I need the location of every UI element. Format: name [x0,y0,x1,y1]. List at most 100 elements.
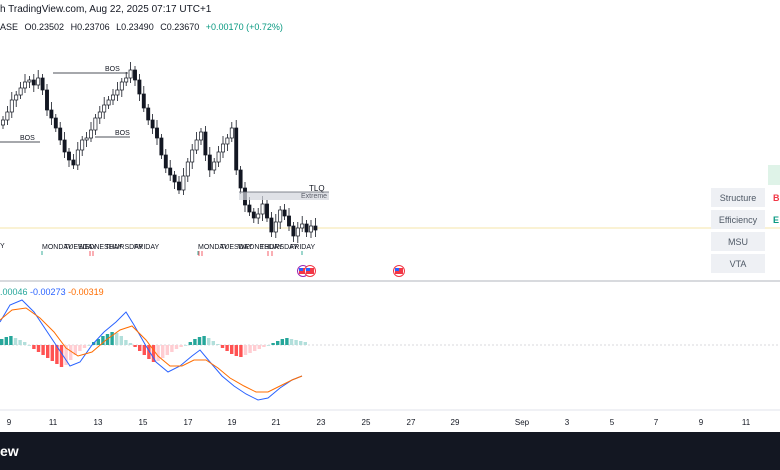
time-tick: 3 [564,418,570,427]
macd-histogram-bar [211,341,215,345]
candle-body [287,215,291,227]
time-tick: 23 [316,418,326,427]
macd-histogram-bar [220,345,225,348]
macd-histogram-bar [193,339,197,345]
bos-label: BOS [115,130,130,137]
price-scale-tag [768,165,780,185]
macd-histogram-bar [4,337,8,345]
candle-body [14,94,19,101]
macd-histogram-bar [87,345,91,346]
macd-value: -0.00273 [30,287,66,297]
panel-structure[interactable]: Structure [711,188,765,207]
candle-body [269,217,274,233]
macd-histogram-bar [165,345,169,355]
time-tick: 11 [741,418,751,427]
time-tick: 13 [93,418,103,427]
macd-histogram-bar [253,345,257,351]
candle-body [181,175,186,191]
us-flag-event-icon[interactable] [393,265,405,277]
macd-histogram-bar [243,345,248,355]
candle-body [216,151,221,163]
candle-body [207,154,212,171]
candle-body [45,89,49,111]
us-flag-event-icon[interactable] [304,265,316,277]
candle-body [203,131,208,156]
candle-body [194,139,199,151]
day-label: MONDAY [198,244,229,251]
candle-body [172,174,177,183]
candle-body [168,167,173,176]
symbol-suffix: ASE [0,22,19,32]
candle-body [247,204,252,213]
macd-histogram-bar [46,345,50,358]
candle-body [71,159,76,166]
macd-legend: .00046 -0.00273 -0.00319 [0,287,104,297]
time-tick: 19 [227,418,237,427]
macd-histogram-bar [41,345,45,355]
candle-body [62,139,67,153]
macd-histogram-bar [64,345,68,365]
candle-body [159,137,164,156]
candle-body [190,149,195,163]
macd-histogram-bar [110,332,114,345]
candle-body [238,169,243,189]
macd-histogram-bar [151,345,156,362]
macd-histogram-bar [299,341,303,345]
macd-histogram-bar [197,337,202,345]
open-value: O0.23502 [24,22,65,32]
macd-histogram-bar [9,336,13,345]
macd-histogram-bar [138,345,142,351]
candle-body [97,111,102,119]
candle-body [229,127,234,139]
candle-body [304,223,309,233]
tlq-label: TLQ [309,184,325,193]
efficiency-value: E [773,215,780,225]
day-label: TUESDAY [64,244,97,251]
time-tick: 29 [450,418,460,427]
macd-histogram-bar [128,343,133,345]
day-label: TUESDAY [220,244,253,251]
candle-body [199,131,203,141]
macd-histogram-bar [82,345,87,348]
candle-body [5,111,10,121]
macd-histogram-bar [69,345,73,360]
candle-body [256,213,261,219]
macd-histogram-bar [27,345,31,346]
bos-label: BOS [105,66,120,73]
macd-histogram-bar [36,345,41,352]
panel-msu[interactable]: MSU [711,232,765,251]
macd-histogram-bar [289,339,294,345]
time-tick: Sep [514,418,530,427]
left-edge-label: Y [0,243,5,250]
signal-line [0,307,303,393]
candle-body [89,129,93,139]
time-tick: 11 [48,418,58,427]
candle-body [128,69,133,79]
candle-body [313,225,318,231]
macd-line [0,299,303,401]
ohlc-legend: ASE O0.23502 H0.23706 L0.23490 C0.23670 … [0,22,287,32]
macd-histogram-bar [133,345,137,347]
bos-markers: BOS BOS BOS [0,66,130,143]
macd-histogram-bar [184,345,188,346]
candle-body [93,117,98,131]
candle-body [49,109,54,119]
candle-body [23,81,27,89]
day-label: THURSDAY [260,244,298,251]
extreme-label: Extreme [301,193,327,200]
macd-histogram-bar [276,341,280,345]
panel-vta[interactable]: VTA [711,254,765,273]
macd-histogram-bar [170,345,174,352]
macd-histogram-bar [188,342,192,345]
candle-body [111,94,115,101]
panel-efficiency[interactable]: Efficiency [711,210,765,229]
candle-body [251,211,256,219]
candle-body [67,151,71,161]
candle-body [115,89,120,96]
candle-body [146,107,151,121]
macd-histogram-bar [248,345,252,353]
candle-body [221,143,225,153]
macd-histogram-bar [156,345,160,361]
macd-histogram-bar [0,339,4,345]
